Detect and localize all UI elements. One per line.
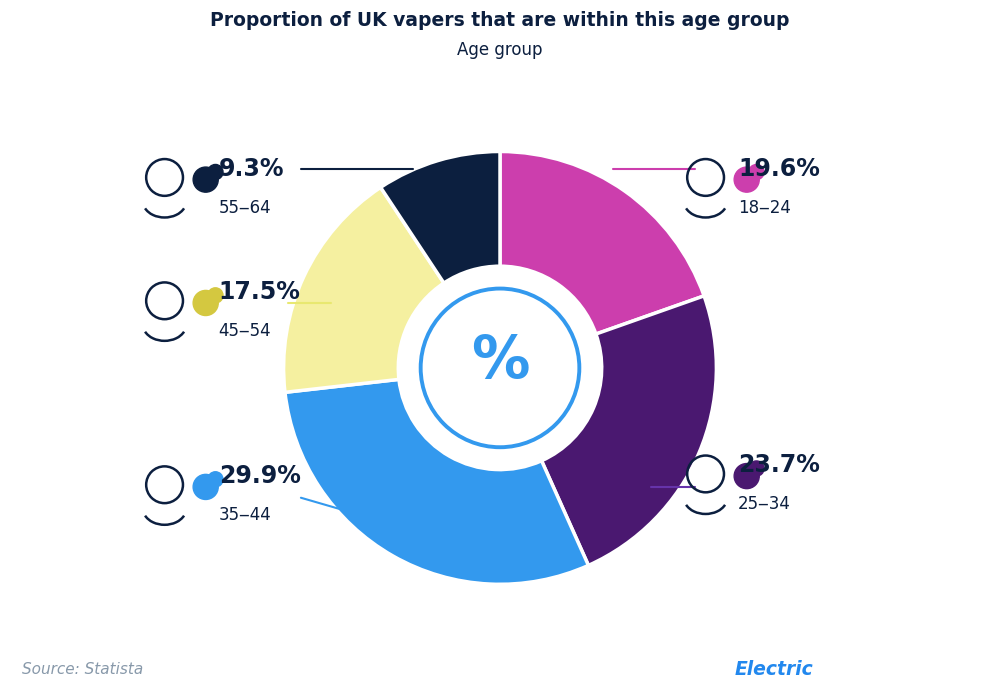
Text: Source: Statista: Source: Statista xyxy=(22,662,143,677)
Text: 25‒34: 25‒34 xyxy=(738,495,791,513)
Circle shape xyxy=(193,167,218,192)
Circle shape xyxy=(208,472,223,487)
Wedge shape xyxy=(381,151,500,283)
Wedge shape xyxy=(285,379,588,584)
Circle shape xyxy=(749,164,764,180)
Text: 19.6%: 19.6% xyxy=(738,157,820,181)
Circle shape xyxy=(734,463,759,489)
Circle shape xyxy=(208,164,223,180)
Wedge shape xyxy=(500,151,704,334)
Text: 45‒54: 45‒54 xyxy=(219,322,271,340)
Text: TOBACCONIST: TOBACCONIST xyxy=(816,660,955,678)
Text: 9.3%: 9.3% xyxy=(219,157,284,181)
Circle shape xyxy=(749,461,764,476)
Text: Electric: Electric xyxy=(735,659,814,679)
Circle shape xyxy=(193,290,218,316)
Text: 29.9%: 29.9% xyxy=(219,464,301,488)
Text: %: % xyxy=(471,333,529,390)
Wedge shape xyxy=(542,296,716,566)
Circle shape xyxy=(193,475,218,500)
Text: 35‒44: 35‒44 xyxy=(219,506,271,524)
Circle shape xyxy=(734,167,759,192)
Text: 55‒64: 55‒64 xyxy=(219,199,271,217)
Circle shape xyxy=(208,288,223,303)
Text: 23.7%: 23.7% xyxy=(738,454,820,477)
Text: Age group: Age group xyxy=(457,41,543,59)
Wedge shape xyxy=(284,188,444,392)
Text: 18‒24: 18‒24 xyxy=(738,199,791,217)
Circle shape xyxy=(398,266,602,470)
Text: 17.5%: 17.5% xyxy=(219,280,301,304)
Text: Proportion of UK vapers that are within this age group: Proportion of UK vapers that are within … xyxy=(210,10,790,30)
